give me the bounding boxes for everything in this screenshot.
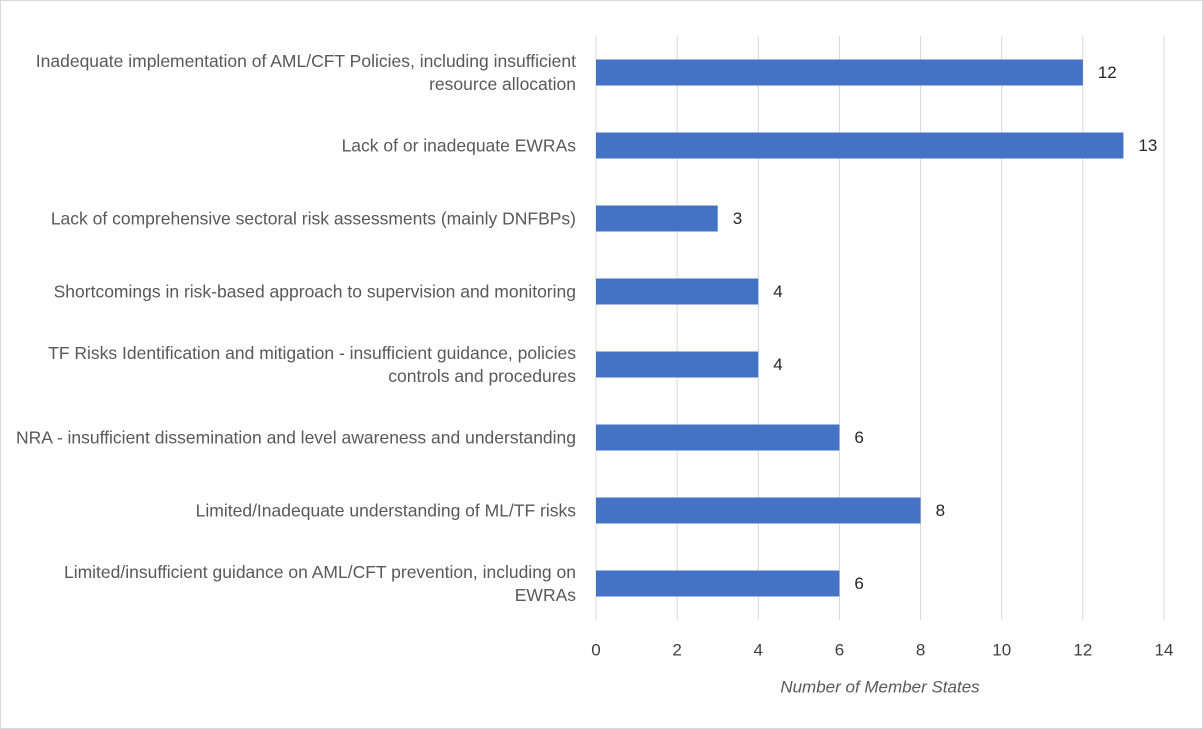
value-label: 12 xyxy=(1098,63,1117,82)
category-label: NRA - insufficient dissemination and lev… xyxy=(16,427,577,447)
value-label: 6 xyxy=(854,574,863,593)
x-tick-label: 0 xyxy=(591,640,600,659)
category-label: Inadequate implementation of AML/CFT Pol… xyxy=(35,50,576,94)
bar xyxy=(596,278,759,305)
bar xyxy=(596,570,840,597)
x-tick-label: 12 xyxy=(1073,640,1092,659)
bar xyxy=(596,424,840,451)
x-tick-label: 8 xyxy=(916,640,925,659)
x-tick-label: 6 xyxy=(835,640,844,659)
category-label: Lack of comprehensive sectoral risk asse… xyxy=(50,208,576,228)
value-label: 6 xyxy=(854,428,863,447)
value-label: 8 xyxy=(936,501,945,520)
bar xyxy=(596,497,921,524)
x-tick-label: 2 xyxy=(672,640,681,659)
value-label: 4 xyxy=(773,355,782,374)
category-label: Shortcomings in risk-based approach to s… xyxy=(53,281,576,301)
bar xyxy=(596,205,718,232)
bar xyxy=(596,351,759,378)
bar xyxy=(596,132,1124,159)
category-label: Lack of or inadequate EWRAs xyxy=(341,135,576,155)
value-label: 4 xyxy=(773,282,782,301)
value-label: 3 xyxy=(733,209,742,228)
bar xyxy=(596,59,1083,86)
x-tick-label: 10 xyxy=(992,640,1011,659)
x-tick-label: 14 xyxy=(1155,640,1174,659)
x-tick-label: 4 xyxy=(754,640,763,659)
x-axis-title: Number of Member States xyxy=(780,677,980,696)
value-label: 13 xyxy=(1138,136,1157,155)
category-label: Limited/Inadequate understanding of ML/T… xyxy=(195,500,576,520)
category-label: TF Risks Identification and mitigation -… xyxy=(48,342,576,386)
category-label: Limited/insufficient guidance on AML/CFT… xyxy=(63,561,576,605)
